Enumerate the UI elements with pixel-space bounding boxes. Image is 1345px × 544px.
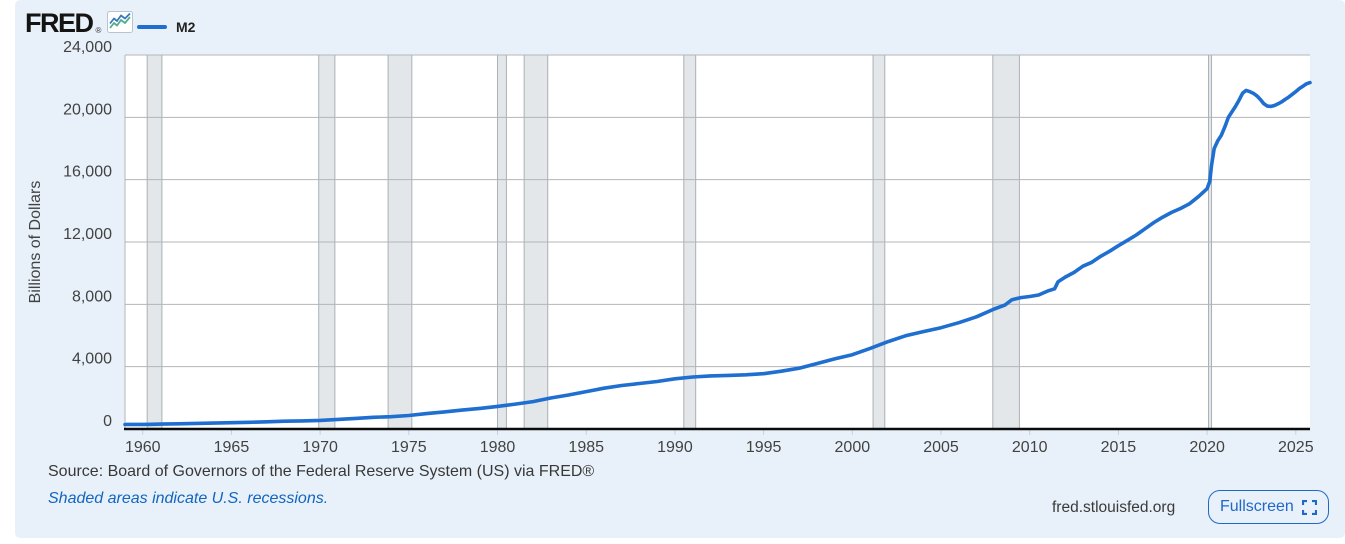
fred-logo[interactable]: FRED ®: [25, 8, 134, 38]
x-tick-label: 1980: [480, 439, 516, 456]
fullscreen-button[interactable]: Fullscreen: [1208, 490, 1329, 524]
recession-note-link[interactable]: Shaded areas indicate U.S. recessions.: [48, 490, 329, 507]
x-tick-label: 2000: [835, 439, 871, 456]
fred-sparkline-icon: [107, 11, 134, 33]
x-tick-label: 2020: [1189, 439, 1225, 456]
fred-logo-text: FRED: [25, 8, 94, 38]
source-text: Source: Board of Governors of the Federa…: [48, 463, 595, 480]
x-tick-label: 1970: [302, 439, 338, 456]
x-tick-label: 1975: [391, 439, 427, 456]
registered-mark: ®: [95, 26, 102, 35]
x-tick-label: 1995: [746, 439, 782, 456]
fullscreen-button-label: Fullscreen: [1220, 498, 1294, 515]
fred-site-link[interactable]: fred.stlouisfed.org: [1052, 499, 1176, 516]
x-tick-label: 2005: [923, 439, 959, 456]
x-tick-label: 2015: [1101, 439, 1137, 456]
y-tick-label: 16,000: [63, 164, 112, 181]
y-tick-label: 4,000: [72, 351, 112, 368]
chart-legend: M2: [137, 19, 195, 35]
x-tick-label: 2025: [1278, 439, 1314, 456]
m2-line-chart[interactable]: 0 4,000 8,000 12,000 16,000 20,000 24,000 1960 1…: [0, 0, 1345, 468]
x-tick-label: 2010: [1012, 439, 1048, 456]
legend-line-swatch: [137, 25, 167, 29]
legend-series-label: M2: [176, 19, 196, 35]
y-tick-label: 20,000: [63, 101, 112, 118]
x-tick-label: 1965: [214, 439, 250, 456]
y-tick-label: 0: [103, 413, 112, 430]
y-tick-label: 12,000: [63, 226, 112, 243]
y-axis-title: Billions of Dollars: [27, 181, 44, 304]
x-tick-label: 1985: [568, 439, 604, 456]
x-tick-label: 1990: [657, 439, 693, 456]
y-tick-label: 8,000: [72, 288, 112, 305]
series-line-m2: [123, 80, 1312, 427]
y-tick-label: 24,000: [63, 39, 112, 56]
fullscreen-expand-icon: [1301, 499, 1317, 515]
x-tick-label: 1960: [125, 439, 161, 456]
